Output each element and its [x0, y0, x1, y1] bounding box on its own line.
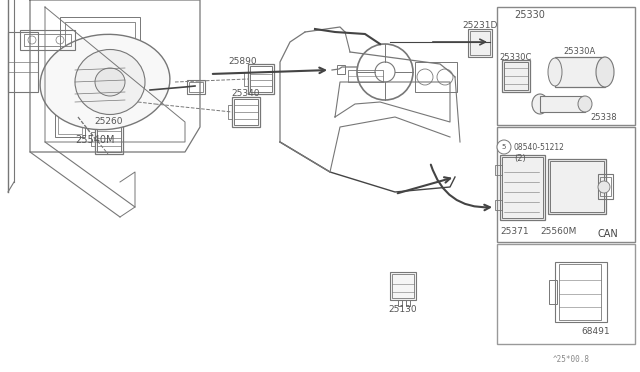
Text: 25330A: 25330A: [564, 48, 596, 57]
Bar: [250, 66, 272, 92]
Ellipse shape: [75, 49, 145, 115]
Bar: [58, 112, 82, 134]
Bar: [550, 161, 604, 212]
Text: 25330: 25330: [515, 10, 545, 20]
Bar: [497, 244, 635, 344]
Text: 25330C: 25330C: [500, 52, 532, 61]
Bar: [189, 82, 203, 92]
Text: 25260: 25260: [95, 116, 124, 125]
Ellipse shape: [40, 34, 170, 130]
Bar: [600, 177, 611, 196]
Bar: [540, 96, 585, 112]
Bar: [555, 57, 605, 87]
Bar: [468, 29, 492, 57]
Ellipse shape: [548, 58, 562, 86]
Text: (2): (2): [514, 154, 525, 164]
Bar: [495, 200, 502, 210]
Bar: [95, 124, 123, 154]
Bar: [55, 109, 85, 137]
Text: 25231D: 25231D: [462, 20, 498, 29]
Text: 25371: 25371: [500, 228, 529, 237]
Bar: [559, 264, 601, 320]
Ellipse shape: [95, 68, 125, 96]
Ellipse shape: [596, 57, 614, 87]
Text: 68491: 68491: [581, 327, 610, 337]
Text: 25340: 25340: [232, 90, 260, 99]
Bar: [8, 32, 38, 92]
Bar: [502, 157, 543, 218]
Text: CAN: CAN: [597, 229, 618, 239]
Bar: [598, 174, 613, 199]
Bar: [555, 262, 607, 322]
Text: 08540-51212: 08540-51212: [514, 142, 565, 151]
Bar: [248, 64, 274, 94]
Bar: [392, 274, 414, 298]
Bar: [20, 30, 75, 50]
Text: 5: 5: [502, 144, 506, 150]
Bar: [348, 70, 383, 82]
Bar: [548, 159, 606, 214]
Ellipse shape: [578, 96, 592, 112]
Bar: [549, 280, 557, 304]
Bar: [24, 34, 71, 46]
Text: 25338: 25338: [590, 112, 616, 122]
Ellipse shape: [532, 94, 548, 114]
Text: 25560M: 25560M: [540, 228, 577, 237]
Bar: [415, 62, 457, 92]
Text: ^25*00.8: ^25*00.8: [553, 355, 590, 364]
Bar: [65, 22, 135, 72]
Bar: [495, 165, 502, 175]
Bar: [337, 65, 345, 74]
Text: 25540M: 25540M: [75, 135, 115, 145]
Bar: [502, 60, 530, 92]
Bar: [97, 126, 121, 152]
Text: 25890: 25890: [228, 57, 257, 65]
Text: 25130: 25130: [388, 305, 417, 314]
Bar: [232, 97, 260, 127]
Bar: [60, 17, 140, 77]
Bar: [504, 62, 528, 90]
Bar: [497, 127, 635, 242]
Circle shape: [497, 140, 511, 154]
Bar: [497, 7, 635, 125]
Bar: [500, 155, 545, 220]
Bar: [234, 99, 258, 125]
Bar: [187, 80, 205, 94]
Bar: [470, 31, 490, 55]
Bar: [390, 272, 416, 300]
Circle shape: [598, 181, 610, 193]
